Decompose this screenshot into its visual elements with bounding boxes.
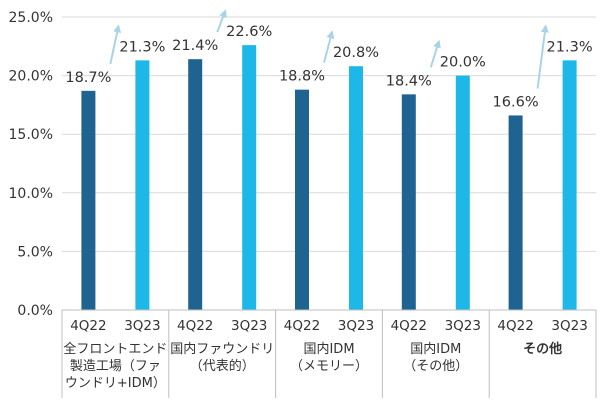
gridlines [62, 16, 596, 252]
period-label: 3Q23 [124, 318, 160, 334]
category-label: その他 [523, 341, 562, 357]
bar-3q23-5 [562, 60, 577, 310]
bar-3q23-3 [349, 66, 363, 310]
data-label: 21.3% [119, 39, 165, 55]
data-label: 21.3% [547, 39, 593, 55]
data-label: 22.6% [226, 24, 272, 40]
data-label: 20.0% [440, 55, 486, 71]
y-tick-label: 15.0% [9, 127, 53, 143]
bars [81, 45, 577, 311]
category-label: （その他） [403, 359, 468, 374]
bar-3q23-4 [455, 75, 470, 310]
trend-arrow [429, 39, 441, 68]
arrows [109, 9, 549, 89]
bar-4q22-4 [401, 94, 416, 311]
category-label: 国内IDM [303, 341, 354, 357]
bar-4q22-5 [508, 115, 523, 310]
period-label: 4Q22 [284, 318, 320, 334]
bar-4q22-1 [81, 90, 96, 310]
y-tick-label: 5.0% [17, 244, 53, 260]
trend-arrow [323, 30, 335, 63]
category-label: ウンドリ+IDM） [65, 376, 166, 391]
category-label: （メモリー） [290, 359, 368, 374]
bar-3q23-1 [135, 60, 150, 310]
data-label: 18.8% [279, 69, 325, 85]
trend-arrow [536, 24, 549, 89]
data-labels: 18.7% 21.3% 21.4% 22.6% 18.8% 20.8% 18.4% 20.0%… [65, 24, 592, 110]
period-label: 3Q23 [231, 318, 267, 334]
trend-arrow [109, 24, 122, 65]
bar-3q23-2 [242, 45, 257, 311]
y-tick-label: 0.0% [17, 303, 53, 319]
category-label: 製造工場（ファ [70, 359, 161, 374]
data-label: 18.7% [65, 70, 111, 86]
period-label: 4Q22 [177, 318, 213, 334]
category-label: 全フロントエンド [63, 341, 167, 357]
y-tick-label: 20.0% [9, 69, 53, 85]
bar-4q22-2 [188, 59, 203, 310]
period-label: 4Q22 [497, 318, 533, 334]
period-label: 3Q23 [551, 318, 587, 334]
bar-4q22-3 [295, 89, 309, 310]
data-label: 18.4% [386, 73, 432, 89]
y-tick-label: 25.0% [9, 10, 53, 26]
period-label: 4Q22 [70, 318, 106, 334]
y-axis-ticks: 0.0% 5.0% 10.0% 15.0% 20.0% 25.0% [9, 10, 53, 319]
period-label: 3Q23 [338, 318, 374, 334]
y-tick-label: 10.0% [9, 186, 53, 202]
data-label: 21.4% [172, 38, 218, 54]
period-label: 3Q23 [445, 318, 481, 334]
period-label: 4Q22 [391, 318, 427, 334]
data-label: 16.6% [493, 94, 539, 110]
category-label: 国内IDM [410, 341, 461, 357]
category-label: （代表的） [190, 358, 255, 374]
category-label: 国内ファウンドリ [170, 341, 274, 357]
trend-arrow [216, 9, 227, 33]
data-label: 20.8% [333, 45, 379, 61]
